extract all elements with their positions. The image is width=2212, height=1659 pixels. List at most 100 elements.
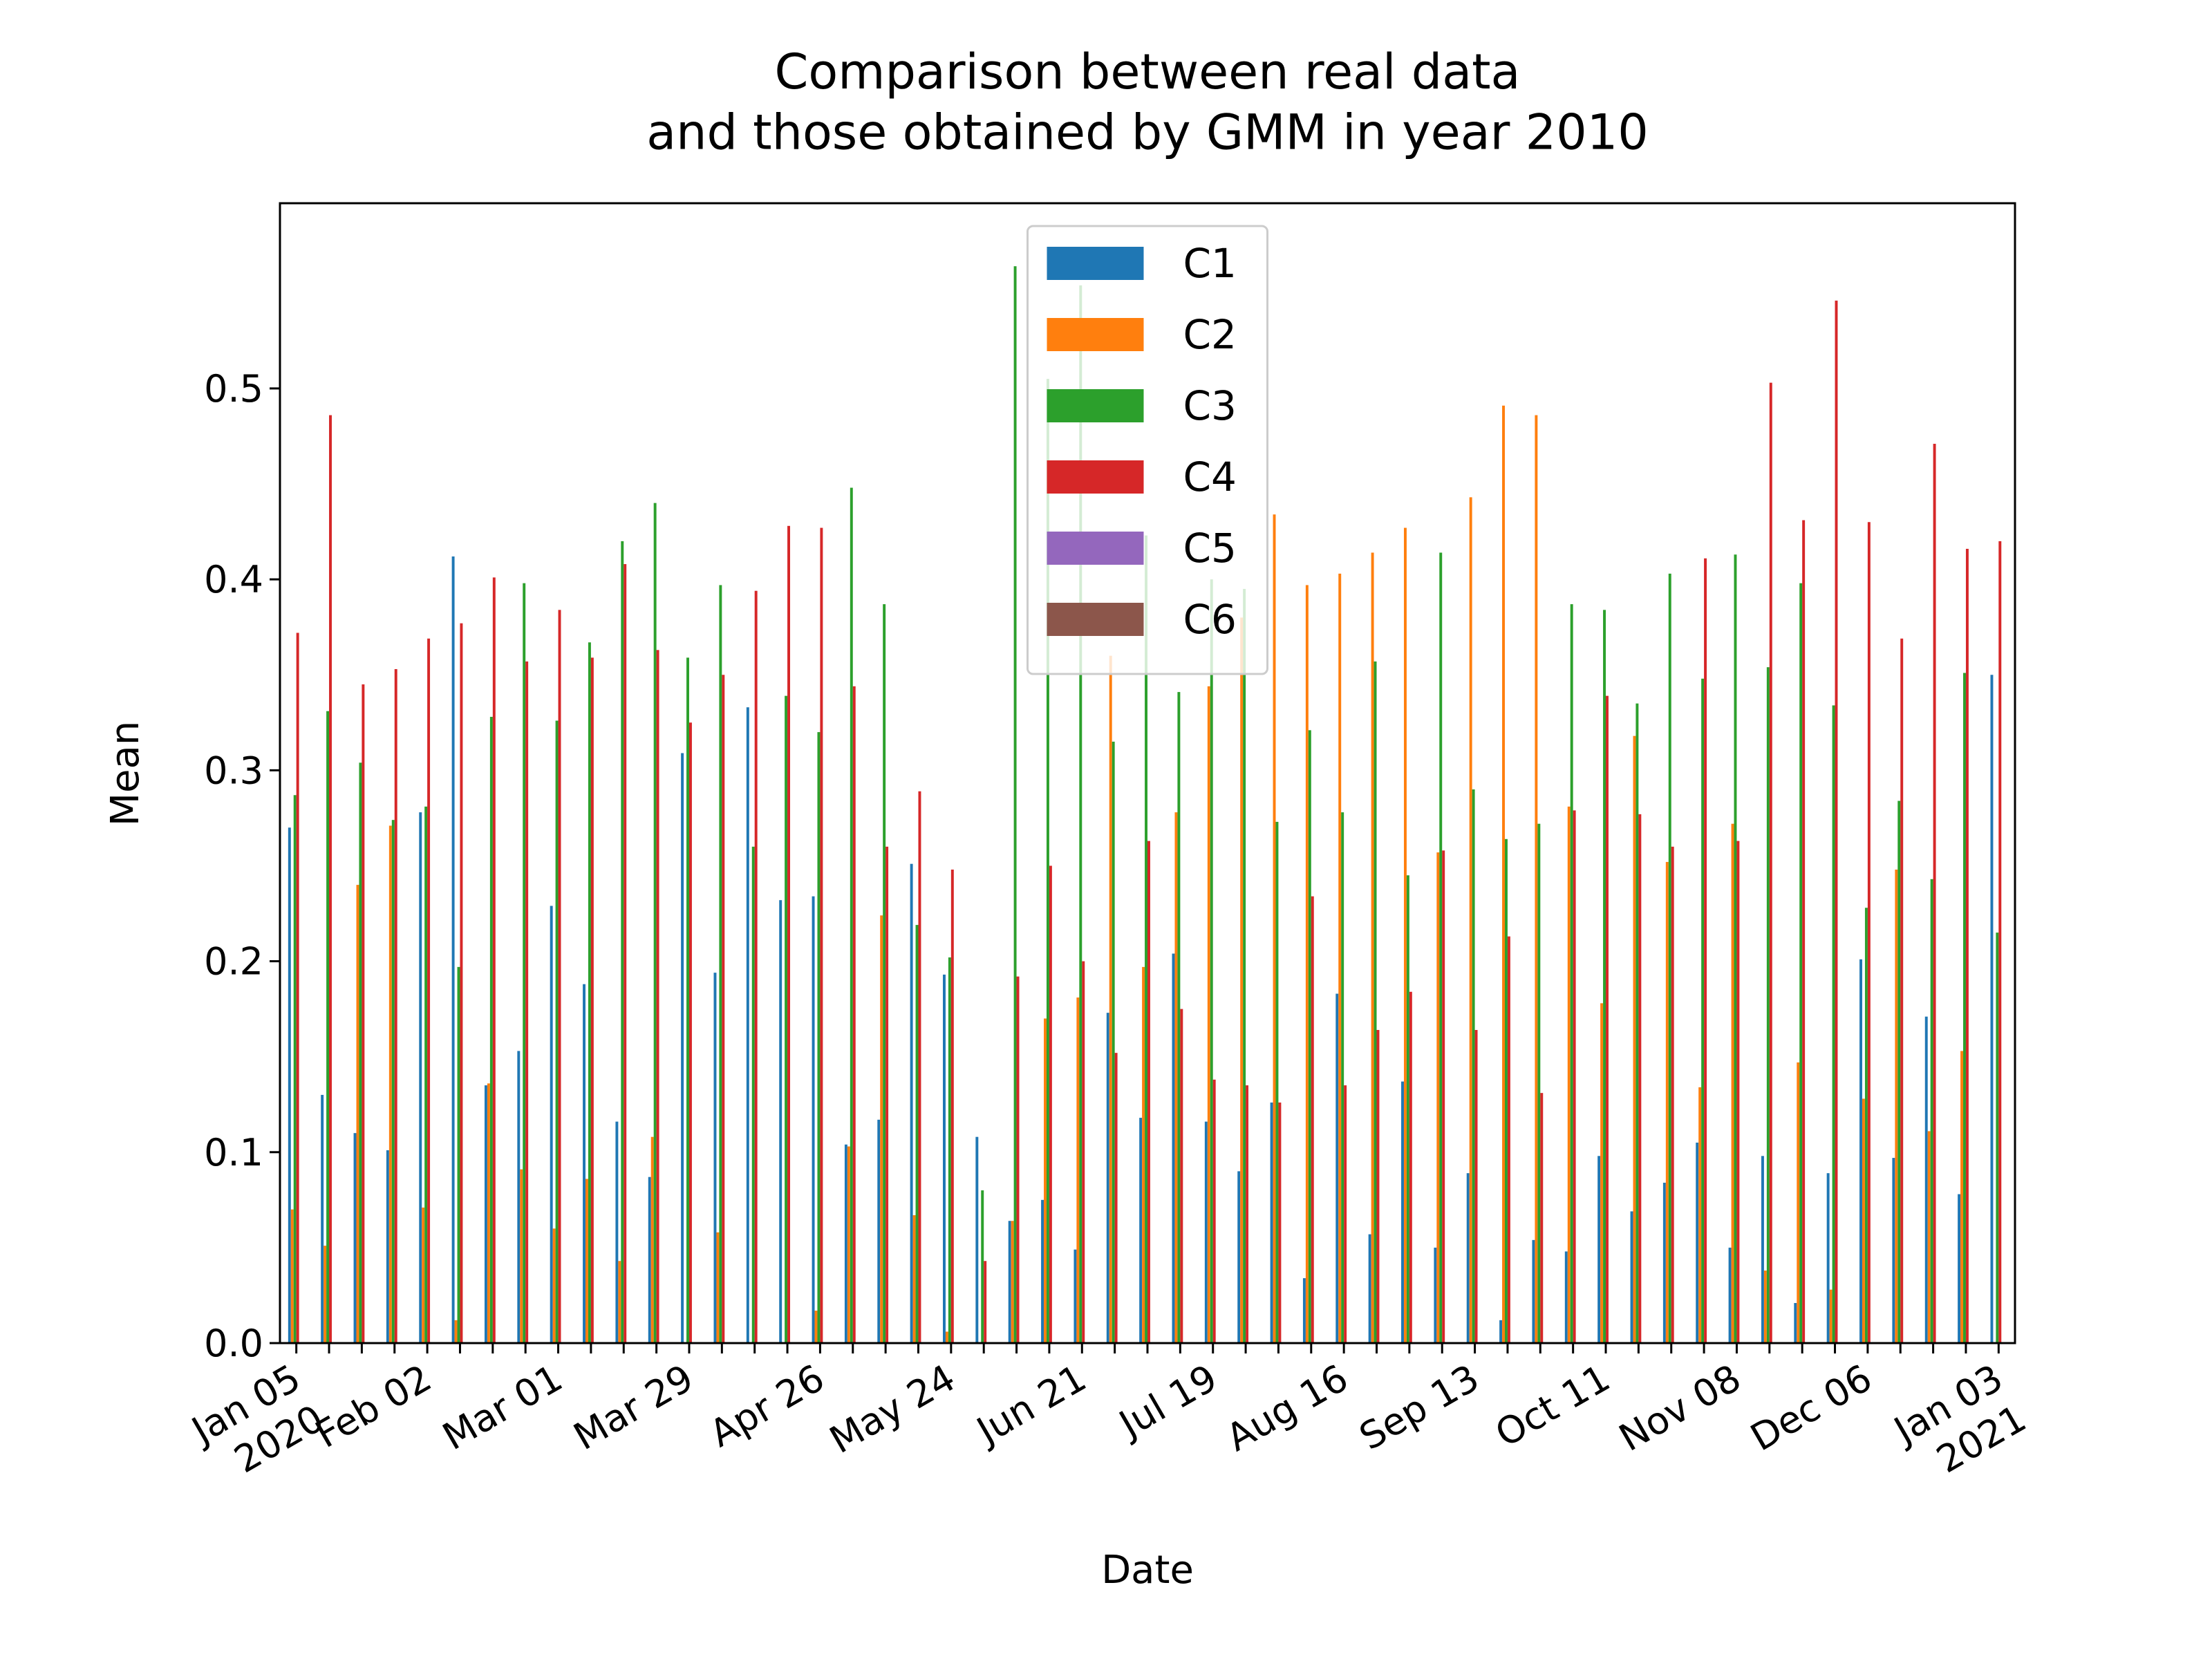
bar (950, 869, 954, 1343)
bar (1567, 806, 1571, 1343)
bar (885, 846, 889, 1343)
bar (1802, 520, 1806, 1344)
bar (1668, 573, 1671, 1343)
legend-label: C1 (1183, 240, 1237, 287)
bar (1177, 692, 1181, 1343)
bar (1630, 1211, 1633, 1343)
bar (812, 896, 815, 1343)
bar (686, 657, 689, 1343)
bar (419, 812, 422, 1343)
bar (850, 487, 853, 1343)
chart-title: Comparison between real data and those ob… (646, 44, 1649, 161)
bar (1665, 861, 1669, 1343)
bar (324, 1246, 327, 1343)
x-tick-label: Apr 26 (702, 1356, 832, 1456)
bar (1302, 1278, 1306, 1343)
bar (1403, 527, 1407, 1344)
bar (558, 610, 561, 1343)
bar (1139, 1118, 1143, 1343)
bar (1763, 1271, 1767, 1343)
bar (847, 1146, 850, 1343)
bar (650, 1136, 654, 1343)
bar (1671, 846, 1674, 1343)
bar (621, 541, 624, 1344)
bar (326, 711, 330, 1343)
bar (1862, 1098, 1865, 1343)
bar (1275, 821, 1279, 1343)
bar (1436, 852, 1440, 1343)
bar (1278, 1102, 1282, 1343)
bar (1597, 1156, 1601, 1343)
y-axis-label: Mean (103, 721, 148, 827)
bar (1696, 1142, 1699, 1343)
bar (1409, 991, 1412, 1343)
x-tick-label: Nov 08 (1612, 1356, 1748, 1460)
bar (1698, 1087, 1702, 1343)
bar (746, 707, 749, 1343)
bar (653, 503, 657, 1343)
bar (1106, 1013, 1109, 1343)
bar (1794, 1302, 1797, 1343)
bar (552, 1228, 556, 1343)
bar (1049, 865, 1052, 1343)
bar (1895, 869, 1898, 1343)
bar (1996, 932, 1999, 1343)
bar (1704, 558, 1707, 1343)
legend-swatch (1047, 460, 1144, 494)
bar (1662, 1182, 1666, 1343)
bar (1933, 444, 1936, 1343)
bar (945, 1331, 948, 1343)
bar (427, 638, 431, 1343)
bar (1474, 1030, 1478, 1343)
bar (981, 1190, 984, 1343)
bar (1570, 604, 1573, 1343)
bar (359, 762, 362, 1343)
x-tick-label: Jun 21 (968, 1356, 1094, 1454)
bar (1734, 554, 1737, 1343)
bar (356, 885, 359, 1343)
bar (1246, 1085, 1249, 1343)
legend-swatch (1047, 603, 1144, 636)
bar (1864, 908, 1868, 1343)
bar (1728, 1247, 1732, 1343)
bar (1074, 1249, 1077, 1343)
bar (722, 675, 725, 1343)
bar (751, 846, 755, 1343)
bar (1466, 1173, 1470, 1343)
bar (1958, 1194, 1961, 1343)
bar (1638, 814, 1642, 1343)
x-tick-label: May 24 (823, 1356, 963, 1462)
bar (1507, 936, 1510, 1343)
bar (648, 1177, 651, 1343)
bar (1406, 875, 1409, 1343)
bar (555, 720, 559, 1343)
bar (880, 915, 883, 1343)
bar (1172, 953, 1175, 1343)
bar (454, 1320, 458, 1343)
bar (1305, 585, 1309, 1343)
bar (1174, 812, 1178, 1343)
bar (1761, 1156, 1764, 1343)
bar (1965, 548, 1969, 1344)
bar (1013, 266, 1017, 1343)
legend-label: C6 (1183, 596, 1237, 643)
bar (321, 1094, 324, 1343)
bar (386, 1150, 389, 1343)
bar (296, 632, 299, 1343)
x-tick-label: Sep 13 (1352, 1356, 1486, 1459)
bar (520, 1169, 523, 1343)
bar (1273, 514, 1276, 1343)
bar (877, 1119, 881, 1343)
legend-swatch (1047, 318, 1144, 351)
bar (785, 695, 788, 1343)
bar (1960, 1051, 1964, 1343)
x-axis-label: Date (1101, 1548, 1194, 1593)
bar (1376, 1030, 1380, 1343)
bar (487, 1083, 490, 1343)
bar (1335, 993, 1339, 1343)
bar (1344, 1085, 1347, 1343)
bar (915, 925, 919, 1343)
bar (1308, 730, 1311, 1343)
bar (1963, 673, 1966, 1343)
bar (525, 661, 529, 1343)
